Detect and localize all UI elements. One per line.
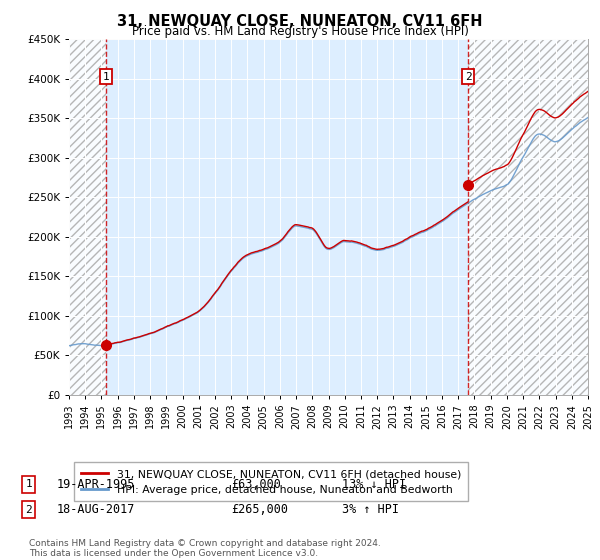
Text: 2: 2 [465, 72, 472, 82]
Bar [469, 39, 588, 395]
Legend: 31, NEWQUAY CLOSE, NUNEATON, CV11 6FH (detached house), HPI: Average price, deta: 31, NEWQUAY CLOSE, NUNEATON, CV11 6FH (d… [74, 463, 467, 501]
Text: Price paid vs. HM Land Registry's House Price Index (HPI): Price paid vs. HM Land Registry's House … [131, 25, 469, 38]
Text: £265,000: £265,000 [231, 503, 288, 516]
Text: 31, NEWQUAY CLOSE, NUNEATON, CV11 6FH: 31, NEWQUAY CLOSE, NUNEATON, CV11 6FH [117, 14, 483, 29]
Text: £63,000: £63,000 [231, 478, 281, 491]
Text: 1: 1 [25, 479, 32, 489]
Text: Contains HM Land Registry data © Crown copyright and database right 2024.
This d: Contains HM Land Registry data © Crown c… [29, 539, 380, 558]
Text: 18-AUG-2017: 18-AUG-2017 [57, 503, 136, 516]
Text: 13% ↓ HPI: 13% ↓ HPI [342, 478, 406, 491]
Text: 1: 1 [103, 72, 110, 82]
Text: 3% ↑ HPI: 3% ↑ HPI [342, 503, 399, 516]
Bar [69, 39, 106, 395]
Text: 19-APR-1995: 19-APR-1995 [57, 478, 136, 491]
Text: 2: 2 [25, 505, 32, 515]
